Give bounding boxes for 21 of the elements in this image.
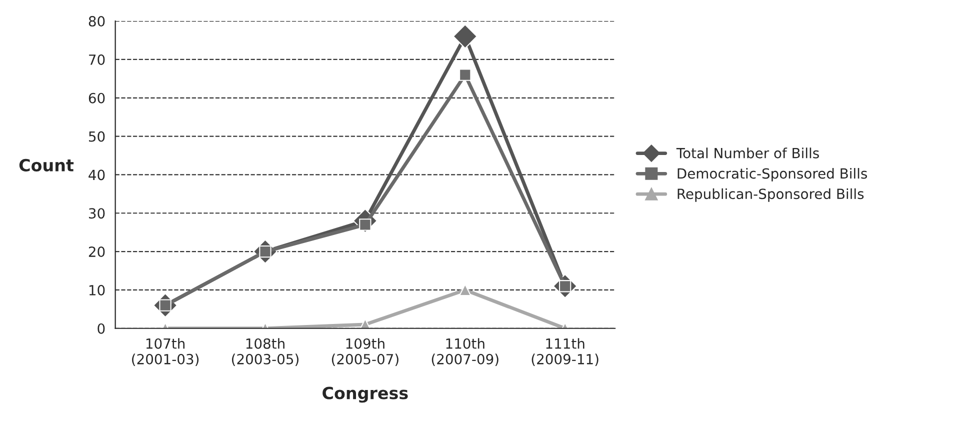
y-tick-label: 40 bbox=[88, 170, 105, 180]
y-tick-label: 30 bbox=[88, 208, 105, 219]
y-tick-label: 10 bbox=[89, 284, 105, 296]
y-axis-title: Count bbox=[19, 158, 74, 172]
y-tick-label: 0 bbox=[98, 323, 105, 334]
x-tick-label: 110th (2007-09) bbox=[432, 338, 498, 366]
point bbox=[452, 24, 478, 49]
y-tick-label: 50 bbox=[88, 131, 105, 142]
x-tick-label: 111th (2009-11) bbox=[532, 338, 598, 366]
y-tick-label: 20 bbox=[88, 246, 105, 258]
x-tick-label: 108th (2003-05) bbox=[232, 338, 298, 366]
y-tick-label: 80 bbox=[88, 16, 105, 27]
legend-label: Democratic-Sponsored Bills bbox=[678, 168, 867, 182]
y-tick-label: 70 bbox=[89, 54, 105, 65]
x-axis-title: Congress bbox=[322, 386, 408, 403]
legend-label: Republican-Sponsored Bills bbox=[678, 188, 864, 202]
y-tick-label: 60 bbox=[88, 92, 105, 104]
legend-label: Total Number of Bills bbox=[676, 148, 819, 158]
point bbox=[459, 68, 472, 81]
x-tick-label: 107th (2001-03) bbox=[132, 338, 199, 366]
x-tick-label: 109th (2005-07) bbox=[332, 338, 398, 366]
